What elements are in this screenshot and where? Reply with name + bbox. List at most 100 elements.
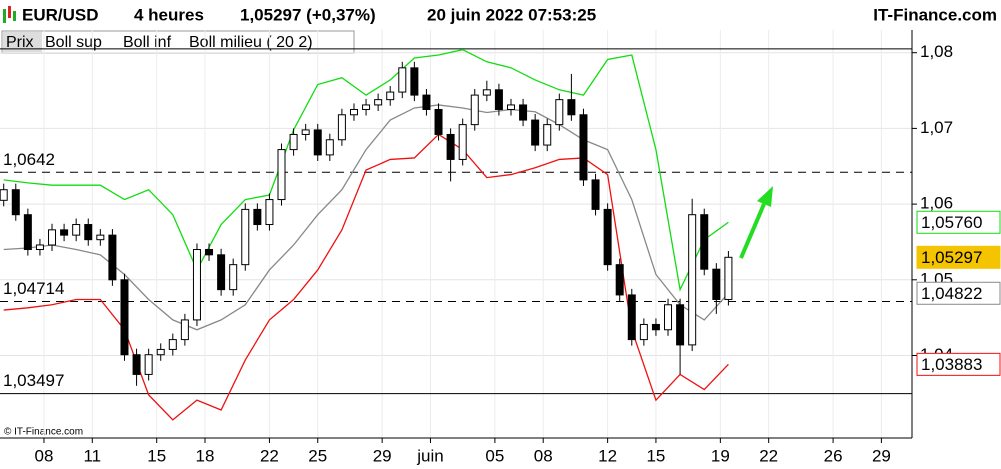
candle-body	[217, 254, 226, 291]
candle-body	[579, 114, 588, 181]
candle-body	[168, 339, 177, 350]
candle-body	[506, 104, 515, 110]
candle-body	[470, 94, 479, 126]
candle-body	[555, 99, 564, 126]
candle-body	[446, 133, 455, 160]
grid	[0, 30, 912, 438]
price-tag-label: 1,04822	[921, 284, 982, 303]
candle-body	[229, 264, 238, 291]
x-tick-label: 12	[598, 446, 617, 465]
price-tag-label: 1,03883	[921, 355, 982, 374]
price-tag	[916, 352, 1001, 376]
icon-bar	[8, 6, 11, 18]
x-tick-label: 29	[872, 446, 891, 465]
candle-body	[700, 214, 709, 270]
legend-entry: Boll milieu ( 20 2)	[189, 34, 313, 51]
candle-body	[108, 234, 117, 281]
candle-body	[144, 354, 153, 375]
candle-body	[458, 124, 467, 160]
candle-body	[253, 208, 262, 226]
candle-body	[543, 124, 552, 146]
candle-body	[72, 224, 81, 236]
candle-body	[531, 119, 540, 146]
candle-body	[519, 104, 528, 121]
candle-body	[676, 304, 685, 346]
timestamp: 20 juin 2022 07:53:25	[427, 5, 596, 24]
candle-body	[362, 104, 371, 110]
candle-body	[567, 99, 576, 116]
x-tick-label: 19	[711, 446, 730, 465]
candle-body	[386, 91, 395, 101]
y-tick-label: 1,08	[920, 42, 953, 61]
x-tick-label: 22	[759, 446, 778, 465]
candle-body	[241, 208, 250, 266]
candle-body	[639, 323, 648, 341]
candle-body	[591, 179, 600, 210]
x-tick-label: 22	[260, 446, 279, 465]
candle-body	[688, 214, 697, 346]
x-tick-label: 29	[373, 446, 392, 465]
price-tag-label: 1,05760	[921, 213, 982, 232]
candle-body	[60, 229, 69, 236]
candle-body	[192, 249, 201, 321]
candle-body	[651, 323, 660, 331]
y-tick-label: 1,07	[920, 118, 953, 137]
level-label: 1,0642	[3, 150, 55, 169]
candle-body	[349, 108, 358, 116]
arrow-head	[757, 186, 773, 207]
last-quote: 1,05297 (+0,37%)	[240, 5, 376, 24]
axis-labels: 1,081,071,061,051,0408111518222529juin05…	[35, 42, 954, 465]
period: 4 heures	[134, 5, 204, 24]
candle-body	[48, 229, 57, 246]
candle-body	[265, 199, 274, 226]
candle-body	[289, 133, 298, 151]
candle-body	[494, 89, 503, 110]
plot: 1,0642 1,04714 1,03497	[0, 30, 912, 438]
price-tag	[916, 210, 1001, 234]
candle-body	[205, 249, 214, 256]
legend-entry: Boll inf	[123, 34, 172, 51]
candle-body	[23, 214, 32, 251]
candle-body	[156, 348, 165, 356]
candle-body	[724, 256, 733, 300]
candle-body	[337, 114, 346, 141]
candle-body	[277, 149, 286, 201]
x-tick-label: 08	[35, 446, 54, 465]
candle-body	[180, 319, 189, 341]
x-tick-label: 11	[83, 446, 101, 465]
candle-body	[132, 354, 141, 375]
header-icon	[3, 6, 16, 23]
level-label: 1,04714	[3, 279, 64, 298]
candle-body	[482, 89, 491, 96]
legend-entry: Boll sup	[45, 34, 102, 51]
x-tick-label: 15	[147, 446, 166, 465]
x-tick-label: 15	[646, 446, 665, 465]
candle-body	[615, 264, 624, 296]
candle-body	[664, 304, 673, 331]
candle-body	[603, 208, 612, 266]
candle-body	[84, 224, 93, 241]
candle-body	[422, 94, 431, 110]
arrow-shaft	[739, 203, 766, 259]
candle-body	[398, 67, 407, 93]
levels: 1,0642 1,04714 1,03497	[0, 48, 912, 395]
candle-body	[120, 279, 129, 356]
x-tick-label: juin	[416, 446, 443, 465]
candle-body	[325, 139, 334, 156]
candle-body	[301, 129, 310, 135]
icon-bar	[13, 11, 16, 21]
candle-body	[96, 234, 105, 241]
price-tag-label: 1,05297	[921, 248, 982, 267]
y-tick-label: 1,06	[920, 194, 953, 213]
candle-body	[434, 108, 443, 135]
x-tick-label: 08	[534, 446, 553, 465]
candle-body	[410, 67, 419, 96]
candle-body	[712, 268, 721, 300]
level-label: 1,03497	[3, 371, 64, 390]
legend-bg	[3, 32, 42, 52]
price-tags: 1,05760 1,03883 1,04822 1,05297	[916, 210, 1001, 376]
candles	[0, 61, 733, 386]
